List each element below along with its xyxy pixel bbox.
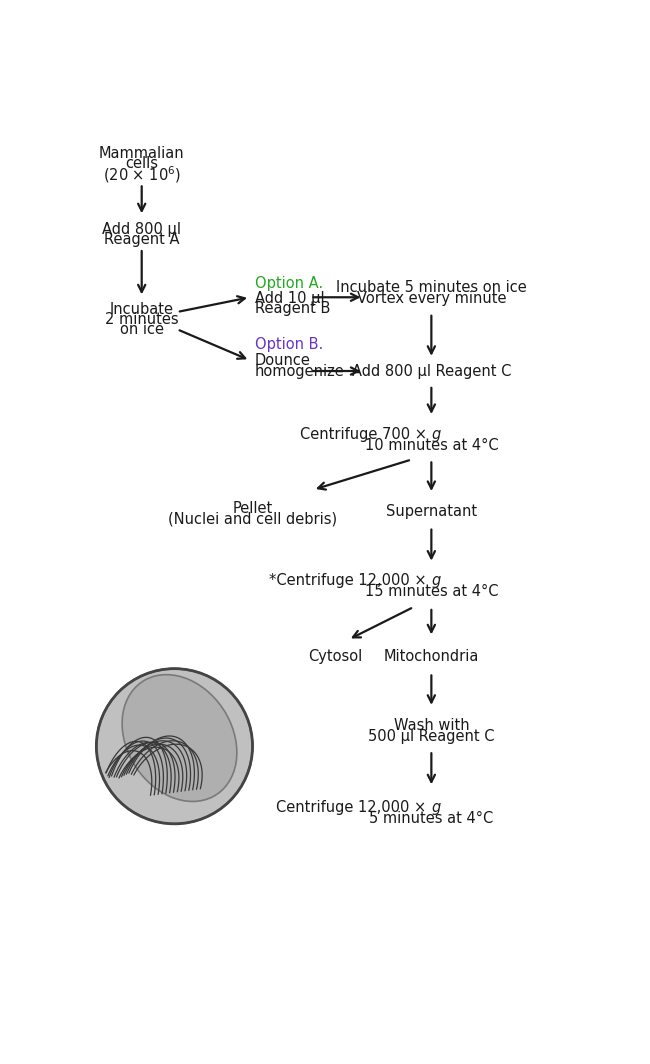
- Text: Option B.: Option B.: [255, 337, 323, 352]
- Text: (20 $\times$ 10$^6$): (20 $\times$ 10$^6$): [103, 164, 181, 185]
- Text: Add 800 μl: Add 800 μl: [102, 221, 181, 237]
- Text: Reagent A: Reagent A: [104, 232, 179, 248]
- Text: Supernatant: Supernatant: [386, 503, 477, 518]
- Text: Mitochondria: Mitochondria: [384, 649, 479, 664]
- Text: g: g: [432, 428, 441, 443]
- Text: Incubate 5 minutes on ice: Incubate 5 minutes on ice: [336, 280, 526, 295]
- Text: g: g: [432, 573, 441, 588]
- Text: Wash with: Wash with: [393, 718, 469, 733]
- Text: Option A.: Option A.: [255, 276, 323, 290]
- Text: Incubate: Incubate: [110, 302, 174, 317]
- Text: Cytosol: Cytosol: [309, 649, 363, 664]
- Text: (Nuclei and cell debris): (Nuclei and cell debris): [168, 512, 337, 527]
- Text: Reagent B: Reagent B: [255, 301, 330, 316]
- Text: Mammalian: Mammalian: [99, 147, 185, 162]
- Text: Add 10 μl: Add 10 μl: [255, 290, 324, 305]
- Text: 500 μl Reagent C: 500 μl Reagent C: [368, 729, 495, 744]
- Text: on ice: on ice: [120, 321, 164, 336]
- Text: 5 minutes at 4°C: 5 minutes at 4°C: [369, 811, 493, 826]
- Text: 2 minutes: 2 minutes: [105, 312, 179, 327]
- Ellipse shape: [122, 675, 237, 801]
- Text: 15 minutes at 4°C: 15 minutes at 4°C: [365, 584, 498, 599]
- Text: Centrifuge 700 ×: Centrifuge 700 ×: [300, 428, 432, 443]
- Text: 10 minutes at 4°C: 10 minutes at 4°C: [365, 438, 498, 453]
- Text: Dounce: Dounce: [255, 353, 311, 368]
- Text: Centrifuge 12,000 ×: Centrifuge 12,000 ×: [276, 800, 432, 815]
- Text: g: g: [432, 800, 441, 815]
- Text: homogenize: homogenize: [255, 364, 344, 379]
- Text: Add 800 μl Reagent C: Add 800 μl Reagent C: [352, 364, 511, 379]
- Text: *Centrifuge 12,000 ×: *Centrifuge 12,000 ×: [269, 573, 432, 588]
- Text: Pellet: Pellet: [233, 501, 272, 516]
- Text: Vortex every minute: Vortex every minute: [357, 290, 506, 305]
- Ellipse shape: [96, 668, 252, 824]
- Text: cells: cells: [125, 156, 158, 171]
